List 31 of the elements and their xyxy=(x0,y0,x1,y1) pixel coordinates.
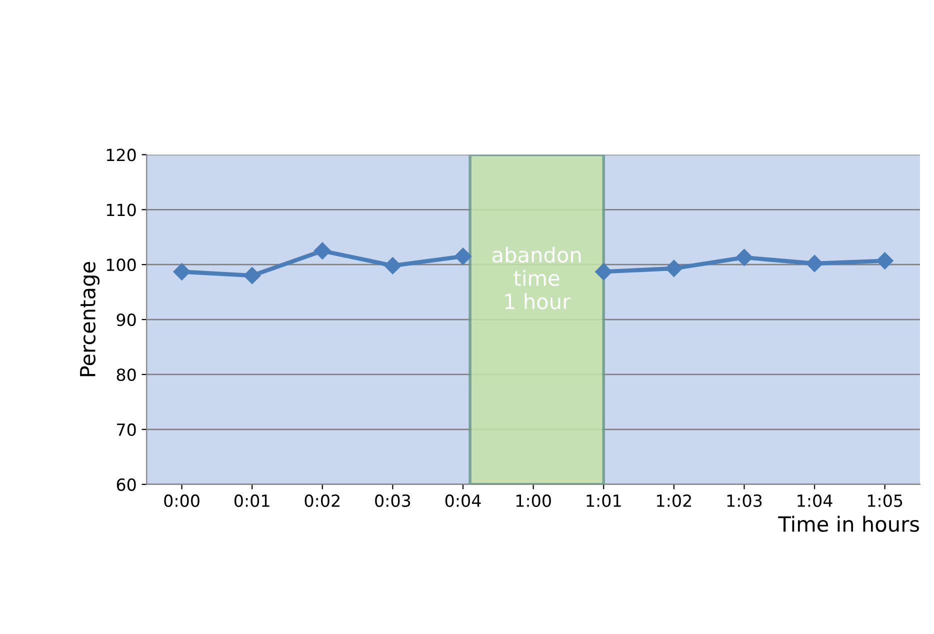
x-tick-label: 1:02 xyxy=(657,494,691,507)
x-tick-label: 1:05 xyxy=(868,494,902,507)
y-tick-label: 120 xyxy=(106,148,136,162)
band-label: abandon time 1 hour xyxy=(492,246,581,310)
x-tick-label: 1:00 xyxy=(516,494,551,507)
y-axis-title: Percentage xyxy=(80,262,100,376)
x-tick-label: 0:04 xyxy=(445,494,481,507)
y-tick-label: 80 xyxy=(116,368,136,382)
point xyxy=(876,252,894,270)
x-tick-label: 1:01 xyxy=(586,494,621,507)
x-tick-label: 0:03 xyxy=(375,494,410,507)
point xyxy=(173,263,190,280)
y-tick-label: 70 xyxy=(117,423,136,436)
point xyxy=(244,267,261,284)
x-tick-label: 0:02 xyxy=(304,494,340,507)
point xyxy=(384,257,402,274)
y-tick-label: 60 xyxy=(116,478,136,491)
point xyxy=(736,248,753,266)
point xyxy=(454,248,472,265)
x-tick-label: 1:04 xyxy=(798,494,832,507)
x-tick-label: 1:03 xyxy=(727,494,762,507)
x-axis-title: Time in hours xyxy=(778,516,919,532)
point xyxy=(595,263,612,280)
x-tick-label: 0:01 xyxy=(234,494,270,507)
point xyxy=(665,260,682,277)
point xyxy=(806,254,824,272)
y-tick-label: 100 xyxy=(106,258,136,272)
point xyxy=(314,242,331,260)
y-tick-label: 110 xyxy=(106,204,136,216)
x-tick-label: 0:00 xyxy=(164,494,200,507)
y-tick-label: 90 xyxy=(116,314,136,326)
